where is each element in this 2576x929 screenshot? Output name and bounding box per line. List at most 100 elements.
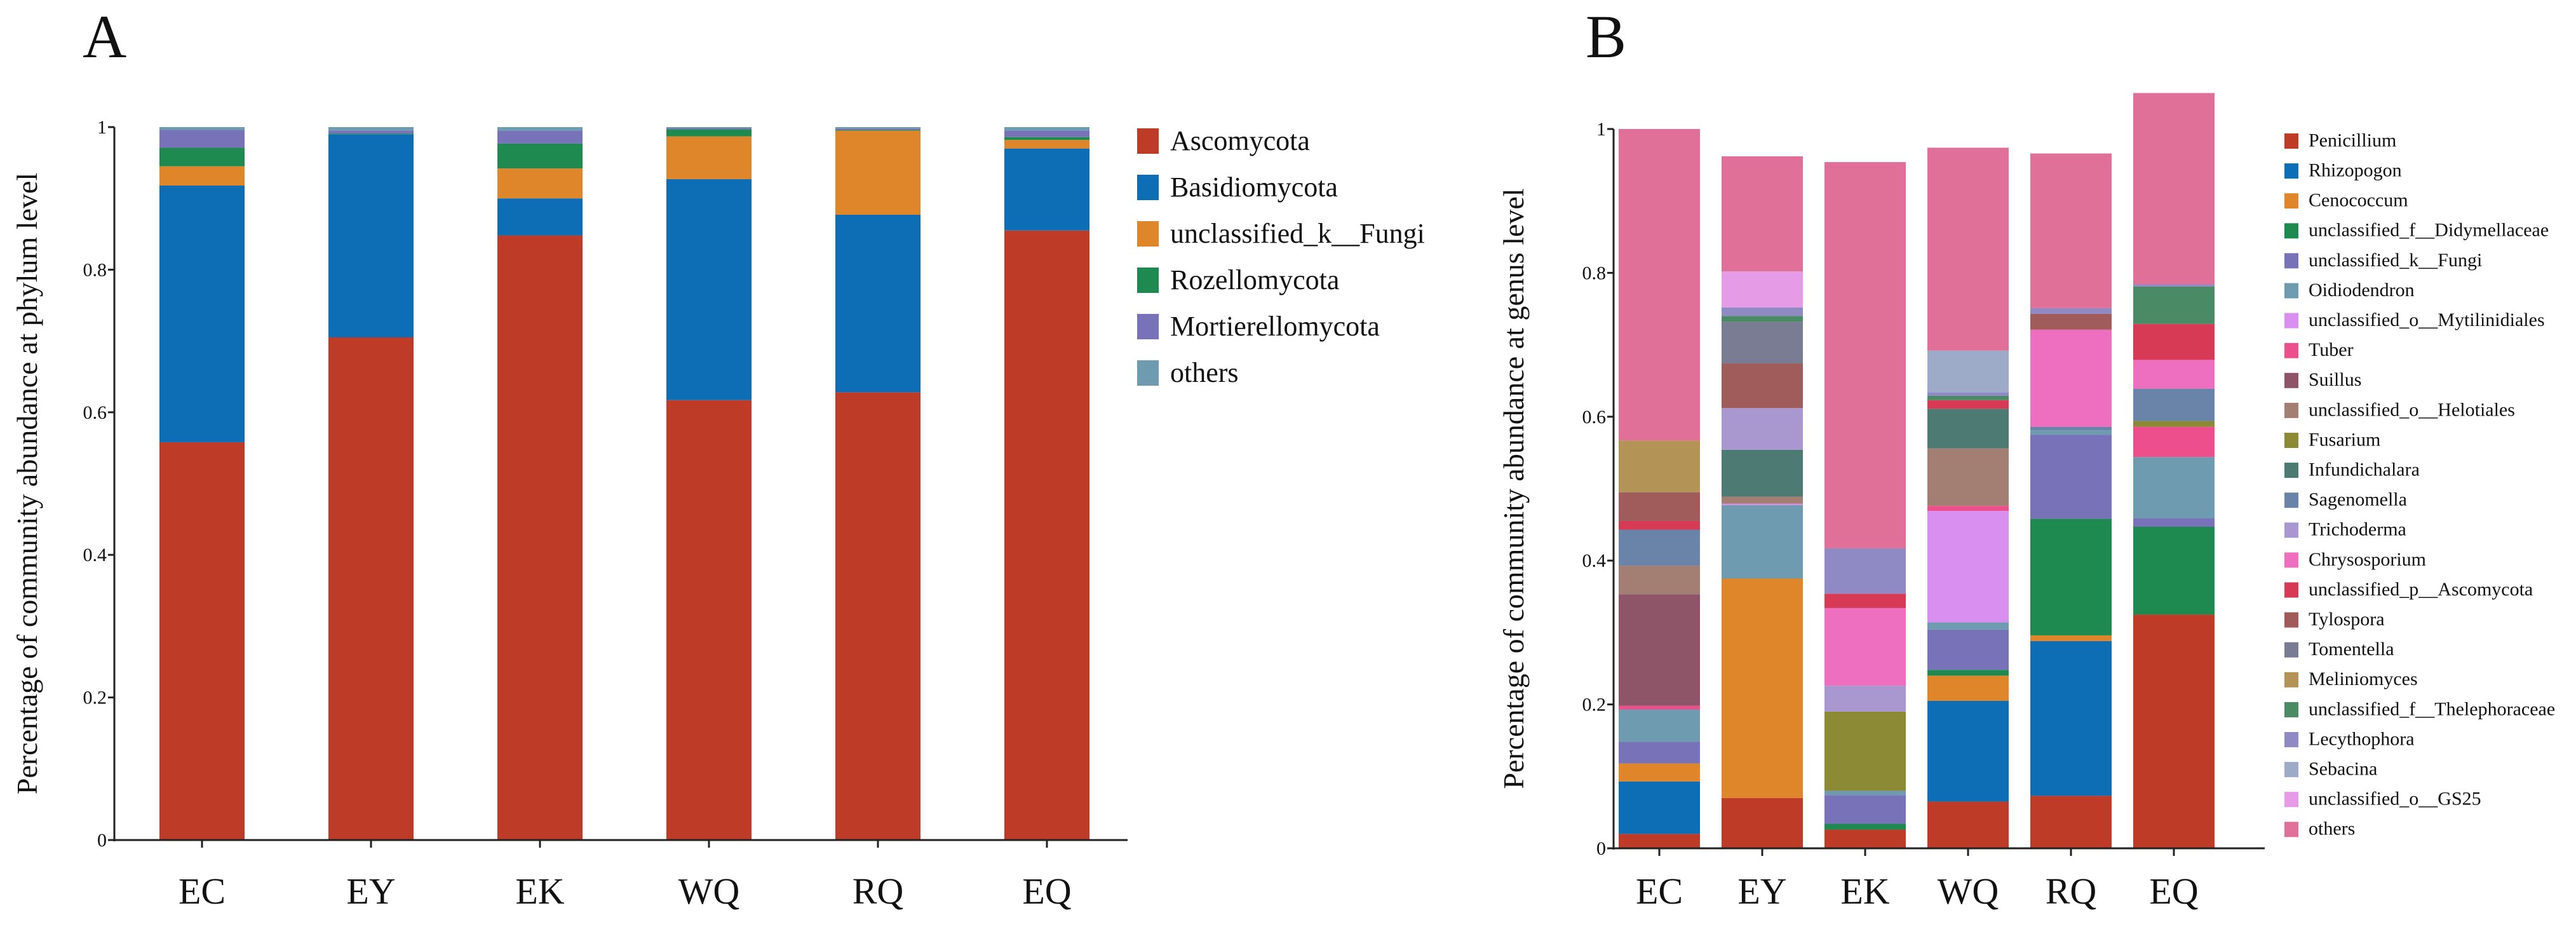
legend-label: others [2309, 818, 2355, 839]
bar-segment [1927, 448, 2009, 506]
legend-swatch [1137, 128, 1159, 154]
bar-segment [497, 127, 583, 131]
bar-segment [159, 166, 245, 186]
bar-segment [1722, 316, 1803, 322]
bar-segment [1722, 408, 1803, 450]
bar-segment [2030, 329, 2112, 427]
bar-segment [835, 127, 920, 129]
y-tick-label: 0.8 [83, 259, 107, 280]
legend-swatch [2284, 433, 2298, 448]
legend-swatch [1137, 314, 1159, 339]
bar-segment [159, 130, 245, 148]
legend-swatch [2284, 702, 2298, 717]
x-tick-label: WQ [678, 871, 740, 912]
bar-segment [2030, 153, 2112, 308]
bar-segment [1824, 829, 1906, 848]
legend-label: others [1170, 357, 1239, 388]
bar-segment [1927, 675, 2009, 701]
bar-segment [1722, 505, 1803, 579]
bar-segment [1927, 392, 2009, 396]
bar-segment [1619, 529, 1700, 566]
bar-segment [1927, 670, 2009, 676]
bar-segment [2030, 426, 2112, 431]
bar-segment [497, 130, 583, 144]
legend-swatch [2284, 313, 2298, 329]
x-tick-label: EY [346, 871, 395, 912]
x-tick-label: RQ [2046, 871, 2097, 912]
legend-swatch [2284, 762, 2298, 778]
bar-segment [2030, 635, 2112, 641]
legend-label: Cenococcum [2309, 190, 2408, 211]
bar-segment [1619, 705, 1700, 710]
chart-panel-a: A EC EY EK WQ RQ EQ 0 0.2 0.4 0.6 0.8 1 Percentage of… [11, 3, 1425, 912]
legend-swatch [2284, 253, 2298, 269]
bar-segment [1824, 607, 1906, 686]
bar-segment [159, 442, 245, 840]
bar-segment [2030, 519, 2112, 635]
bar-segment [1722, 503, 1803, 506]
bar-segment [2030, 796, 2112, 848]
bar-segment [1619, 834, 1700, 848]
bar-segment [1824, 593, 1906, 608]
bar-segment [1619, 129, 1700, 441]
bar-segment [666, 127, 752, 128]
y-tick-label: 0.6 [83, 402, 107, 423]
bar-segment [1824, 790, 1906, 796]
legend-swatch [2284, 342, 2298, 358]
legend-label: unclassified_o__Helotiales [2309, 399, 2515, 420]
legend-swatch [2284, 133, 2298, 149]
bar-segment [835, 392, 920, 840]
legend-swatch [2284, 522, 2298, 538]
bar-segment [2133, 360, 2215, 389]
y-tick-label: 1 [97, 117, 107, 138]
bar-segment [2133, 284, 2215, 287]
panel-letter: B [1586, 3, 1626, 71]
bar-segment [2030, 430, 2112, 435]
bar-segment [1004, 127, 1089, 131]
bar-segment [497, 198, 583, 236]
panel-letter: A [83, 3, 126, 71]
bar-segment [1619, 492, 1700, 521]
legend-label: Penicillium [2309, 130, 2396, 151]
legend-label: unclassified_f__Thelephoraceae [2309, 698, 2555, 719]
y-tick-label: 0.2 [1582, 695, 1607, 715]
bar-segment [1619, 763, 1700, 782]
bar-segment [159, 127, 245, 130]
legend-swatch [1137, 175, 1159, 200]
y-tick-label: 0.2 [83, 688, 107, 709]
bar-segment [1004, 137, 1089, 140]
bar-segment [328, 337, 414, 840]
legend-swatch [1137, 268, 1159, 293]
bar-segment [497, 143, 583, 169]
bar-segment [159, 147, 245, 166]
legend-label: unclassified_f__Didymellaceae [2309, 220, 2549, 241]
bar-segment [1722, 156, 1803, 272]
x-tick-label: EQ [2149, 871, 2198, 912]
chart-panel-b: B EC EY EK WQ RQ EQ 0 0.2 0.4 0.6 0.8 1 Percentage of… [1497, 3, 2555, 912]
legend-label: unclassified_p__Ascomycota [2309, 579, 2533, 600]
bar-segment [1824, 162, 1906, 548]
bar-segment [1619, 520, 1700, 530]
legend-swatch [2284, 163, 2298, 179]
legend-label: Fusarium [2309, 429, 2380, 450]
legend-label: Trichoderma [2309, 519, 2406, 540]
x-tick-label: WQ [1938, 871, 1999, 912]
x-tick-label: EC [1636, 871, 1683, 912]
bar-segment [2030, 313, 2112, 330]
bar-segment [2133, 457, 2215, 519]
legend-label: Infundichalara [2309, 459, 2420, 480]
bar-segment [1004, 230, 1089, 840]
x-tick-label: RQ [853, 871, 904, 912]
bar-segment [1619, 594, 1700, 706]
bar-segment [666, 128, 752, 130]
bar-segment [1927, 409, 2009, 449]
bar-segment [497, 235, 583, 840]
bar-segment [1927, 147, 2009, 351]
y-tick-label: 0.4 [83, 545, 107, 566]
bar-segment [2133, 286, 2215, 324]
bar-segment [1824, 711, 1906, 791]
bar-segment [1722, 271, 1803, 308]
legend-swatch [2284, 672, 2298, 688]
bar-segment [2133, 526, 2215, 615]
